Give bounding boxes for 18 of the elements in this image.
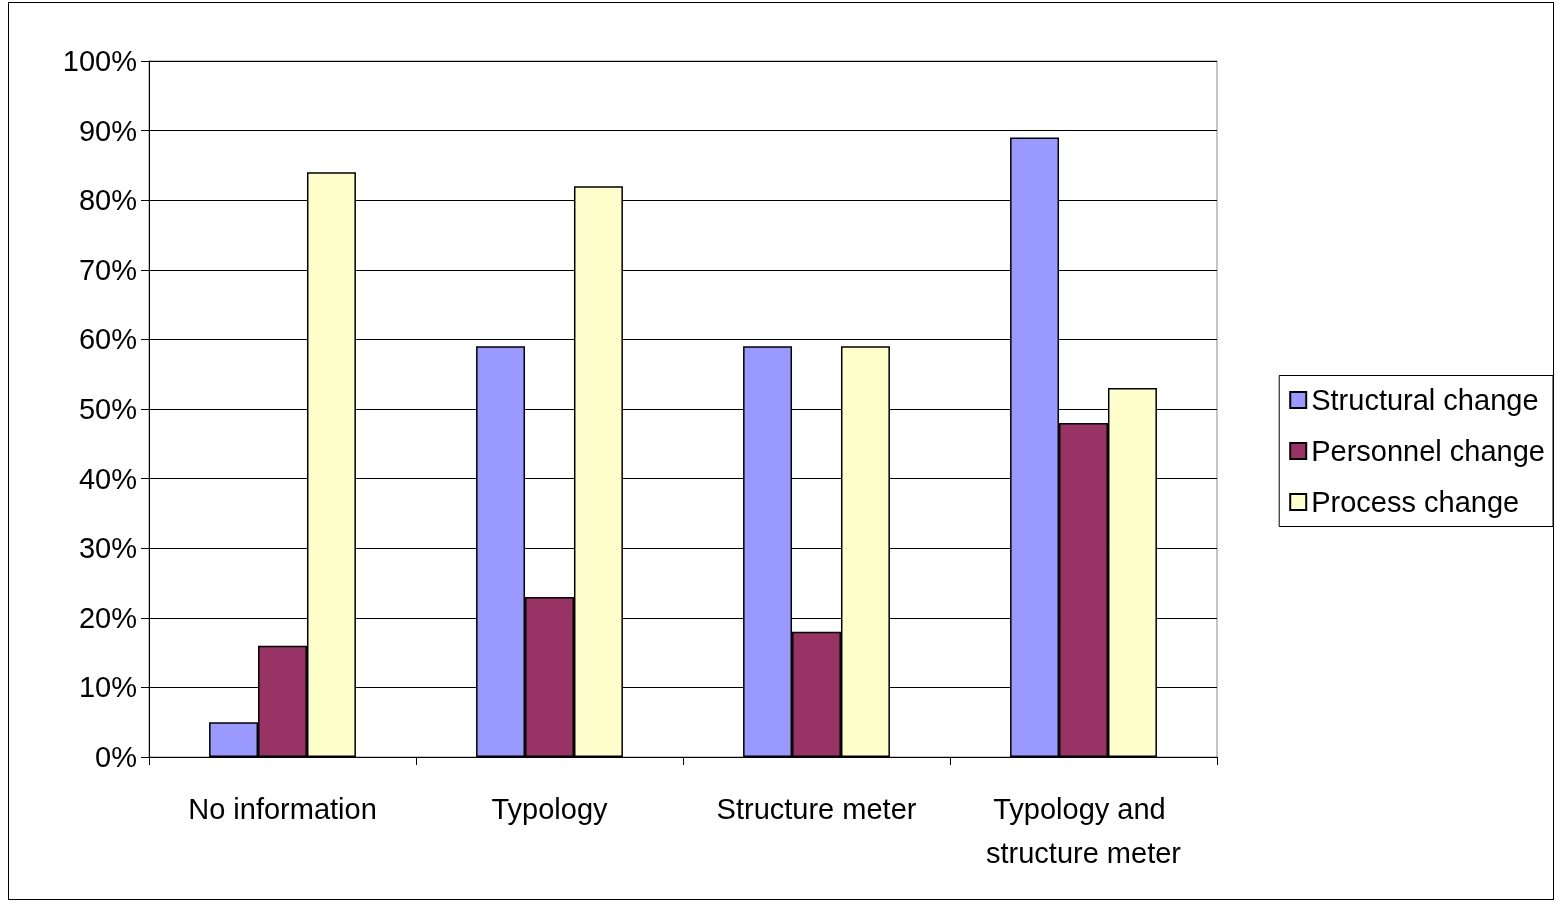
y-tick-label: 90% [78,114,137,147]
y-tick-label: 0% [95,741,137,773]
legend-label: Process change [1311,486,1520,518]
y-tick-label: 50% [78,393,137,425]
x-tick-label: No information [188,793,377,825]
y-tick-label: 20% [78,601,137,634]
y-tick-label: 80% [78,184,137,217]
legend-label: Personnel change [1311,435,1546,467]
x-tick-label: Typology and structure meter [986,793,1182,869]
x-tick-label: Typology [491,793,609,825]
y-tick-label: 100% [62,45,137,77]
y-tick-label: 30% [78,532,137,565]
y-tick-label: 40% [78,462,137,495]
y-tick-label: 70% [78,253,137,286]
x-tick-label: Structure meter [716,793,917,825]
y-tick-label: 10% [78,671,137,704]
y-tick-label: 60% [78,323,137,356]
legend-label: Structural change [1311,384,1539,416]
